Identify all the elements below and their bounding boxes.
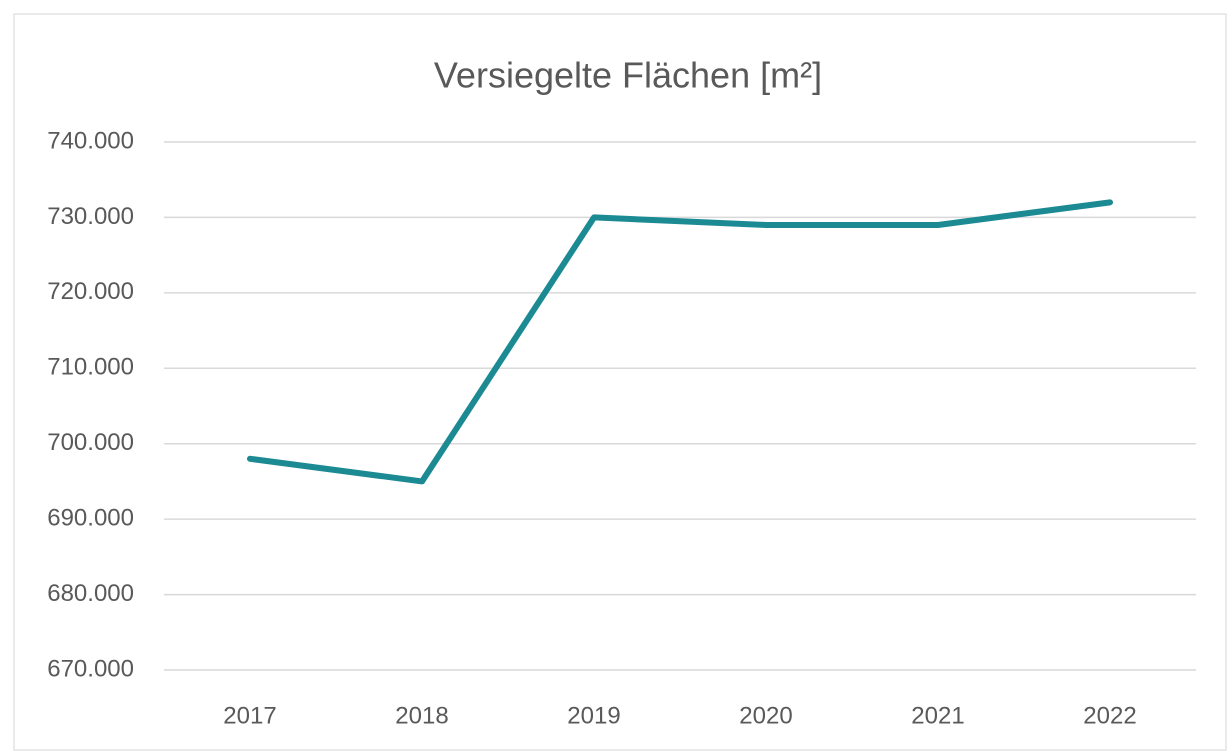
x-tick-label: 2022 [1083,702,1136,729]
y-tick-label: 670.000 [47,655,134,682]
y-tick-label: 730.000 [47,203,134,230]
y-tick-label: 740.000 [47,127,134,154]
y-tick-label: 690.000 [47,504,134,531]
y-tick-label: 700.000 [47,429,134,456]
x-tick-label: 2017 [223,702,276,729]
x-tick-label: 2019 [567,702,620,729]
y-tick-label: 710.000 [47,354,134,381]
y-tick-label: 720.000 [47,278,134,305]
chart-title: Versiegelte Flächen [m²] [434,55,822,96]
y-tick-label: 680.000 [47,580,134,607]
data-line [247,199,1113,485]
x-tick-label: 2020 [739,702,792,729]
chart-border [13,13,1227,751]
x-tick-label: 2018 [395,702,448,729]
x-tick-label: 2021 [911,702,964,729]
